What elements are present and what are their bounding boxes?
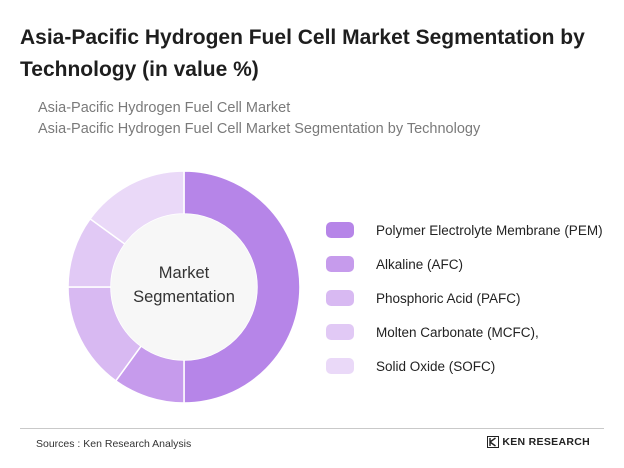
brand-name: KEN RESEARCH <box>502 436 590 448</box>
legend-swatch <box>326 256 354 272</box>
donut-center <box>111 214 257 360</box>
legend-label: Phosphoric Acid (PAFC) <box>376 290 521 306</box>
center-label-line-2: Segmentation <box>133 288 235 306</box>
brand: KEN RESEARCH <box>487 436 590 448</box>
ken-research-logo-icon <box>487 436 500 448</box>
legend: Polymer Electrolyte Membrane (PEM) Alkali… <box>326 213 603 383</box>
donut-chart: Market Segmentation <box>67 170 301 404</box>
legend-label: Solid Oxide (SOFC) <box>376 358 496 374</box>
legend-swatch <box>326 290 354 306</box>
subtitles: Asia-Pacific Hydrogen Fuel Cell Market A… <box>38 98 480 140</box>
legend-label: Alkaline (AFC) <box>376 256 464 272</box>
footer-divider <box>20 428 604 429</box>
legend-item: Polymer Electrolyte Membrane (PEM) <box>326 213 603 247</box>
legend-label: Polymer Electrolyte Membrane (PEM) <box>376 222 603 238</box>
legend-item: Molten Carbonate (MCFC), <box>326 315 603 349</box>
subtitle-1: Asia-Pacific Hydrogen Fuel Cell Market <box>38 100 291 116</box>
source-note: Sources : Ken Research Analysis <box>36 438 192 450</box>
subtitle-2: Asia-Pacific Hydrogen Fuel Cell Market S… <box>38 121 481 137</box>
legend-item: Phosphoric Acid (PAFC) <box>326 281 603 315</box>
legend-item: Solid Oxide (SOFC) <box>326 349 603 383</box>
center-label-line-1: Market <box>159 264 210 282</box>
legend-label: Molten Carbonate (MCFC), <box>376 324 539 340</box>
legend-swatch <box>326 324 354 340</box>
chart-title: Asia-Pacific Hydrogen Fuel Cell Market S… <box>20 26 585 81</box>
legend-swatch <box>326 222 354 238</box>
legend-item: Alkaline (AFC) <box>326 247 603 281</box>
legend-swatch <box>326 358 354 374</box>
